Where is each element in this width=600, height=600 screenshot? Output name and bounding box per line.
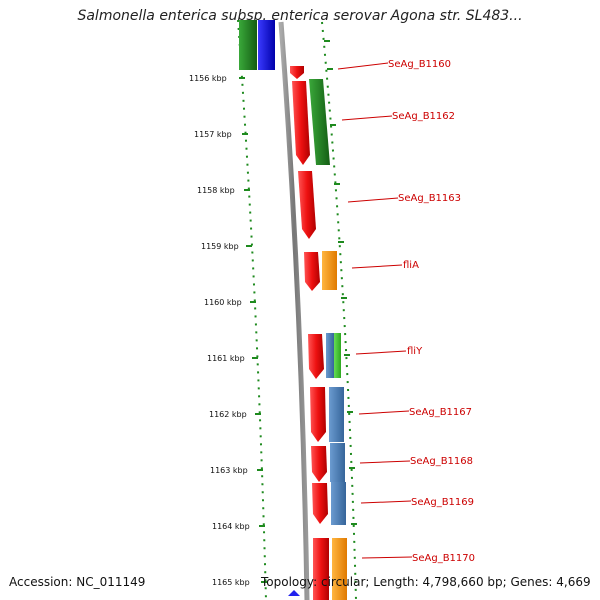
cog-features	[309, 79, 347, 600]
kbp-label: 1164 kbp	[212, 522, 250, 531]
gene-label[interactable]: SeAg_B1169	[411, 497, 474, 508]
ruler-tick	[255, 413, 261, 415]
cds-arrow	[304, 252, 320, 291]
outer-tick	[327, 68, 333, 70]
gene-label[interactable]: SeAg_B1160	[388, 59, 451, 70]
gene-label[interactable]: fliA	[403, 260, 419, 271]
kbp-label: 1161 kbp	[207, 354, 245, 363]
cog-feature-green	[309, 79, 330, 165]
leader-line	[347, 197, 399, 203]
genome-backbone	[278, 21, 310, 600]
cog-feature-lightgreen	[334, 333, 341, 378]
kbp-label: 1163 kbp	[210, 466, 248, 475]
cog-feature-green	[239, 20, 257, 70]
cog-feature-blue	[258, 20, 275, 70]
ruler-tick	[242, 133, 248, 135]
gene-label[interactable]: SeAg_B1168	[410, 456, 473, 467]
ruler-tick	[252, 357, 258, 359]
ruler-tick	[250, 301, 256, 303]
ruler-tick	[239, 77, 245, 79]
kbp-label: 1159 kbp	[201, 242, 239, 251]
gene-labels: SeAg_B1160 SeAg_B1162 SeAg_B1163 fliA fl…	[388, 59, 475, 564]
cog-feature-steel	[326, 333, 334, 378]
gene-label[interactable]: SeAg_B1167	[409, 407, 472, 418]
outer-tick	[330, 124, 336, 126]
outer-tick	[341, 297, 347, 299]
cds-arrow	[313, 538, 329, 600]
leader-line	[361, 556, 413, 559]
outer-tick	[349, 467, 355, 469]
outer-tick	[334, 183, 340, 185]
ruler-tick	[246, 245, 252, 247]
leader-line	[358, 410, 410, 415]
kbp-label: 1158 kbp	[197, 186, 235, 195]
topology-text: Topology: circular; Length: 4,798,660 bp…	[261, 575, 591, 589]
leader-line	[359, 460, 411, 464]
kbp-label: 1165 kbp	[212, 578, 250, 587]
ruler-tick	[261, 581, 267, 583]
leader-line	[337, 62, 389, 70]
kbp-label: 1156 kbp	[189, 74, 227, 83]
outer-tick	[347, 411, 353, 413]
cds-arrow	[292, 81, 310, 165]
map-title: Salmonella enterica subsp. enterica sero…	[77, 8, 523, 24]
cds-arrow	[298, 171, 316, 239]
kbp-label: 1162 kbp	[209, 410, 247, 419]
gene-label[interactable]: SeAg_B1162	[392, 111, 455, 122]
outer-tick	[324, 40, 330, 42]
leader-line	[355, 350, 407, 355]
ruler-dotted-line	[237, 19, 267, 600]
cds-arrow	[311, 446, 327, 482]
ruler-tick	[244, 189, 250, 191]
leader-line	[341, 115, 393, 121]
gene-label[interactable]: fliY	[407, 346, 423, 357]
outer-ticks	[324, 40, 357, 525]
cog-feature-orange	[332, 538, 347, 600]
leader-line	[360, 500, 412, 504]
gene-label[interactable]: SeAg_B1170	[412, 553, 475, 564]
kbp-label: 1160 kbp	[204, 298, 242, 307]
label-leaders	[337, 62, 413, 559]
cog-feature-steel	[329, 387, 344, 442]
cds-arrow	[310, 387, 326, 442]
ruler-tick	[259, 525, 265, 527]
gene-label[interactable]: SeAg_B1163	[398, 193, 461, 204]
cds-features	[290, 66, 329, 600]
accession-text: Accession: NC_011149	[9, 575, 146, 589]
cog-feature-steel	[330, 443, 345, 482]
outer-tick	[351, 523, 357, 525]
outer-tick	[338, 241, 344, 243]
position-marker	[288, 590, 300, 596]
leader-line	[351, 264, 403, 269]
cog-feature-orange	[322, 251, 337, 290]
ruler-ticks	[239, 77, 267, 583]
ruler-tick	[257, 469, 263, 471]
ruler-labels: 1156 kbp 1157 kbp 1158 kbp 1159 kbp 1160…	[189, 74, 250, 587]
cog-feature-steel	[331, 482, 346, 525]
cds-arrow	[312, 483, 328, 524]
outer-tick	[344, 354, 350, 356]
cds-arrow	[308, 334, 324, 379]
cds-arrow	[290, 66, 304, 79]
kbp-label: 1157 kbp	[194, 130, 232, 139]
